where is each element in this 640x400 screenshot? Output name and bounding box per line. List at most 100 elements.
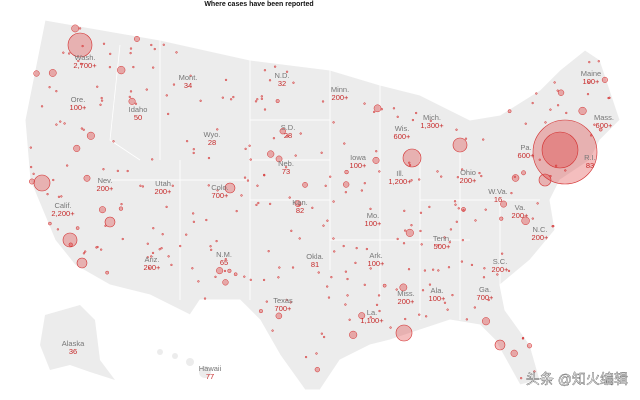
bubble <box>57 195 61 198</box>
bubble <box>165 94 168 97</box>
state-count: 83 <box>586 161 594 170</box>
bubble <box>541 131 579 169</box>
bubble <box>363 182 366 185</box>
bubble <box>62 232 78 248</box>
state-name: Miss. <box>397 289 415 298</box>
bubble <box>158 248 161 251</box>
bubble <box>363 102 366 105</box>
bubble <box>55 123 58 126</box>
bubble <box>262 278 266 282</box>
bubble <box>598 127 603 132</box>
bubble <box>511 174 520 182</box>
bubble <box>533 370 536 373</box>
bubble <box>461 238 465 242</box>
bubble <box>298 203 301 207</box>
bubble <box>473 306 476 309</box>
bubble <box>160 247 163 250</box>
bubble <box>402 148 422 168</box>
state-name: Utah <box>155 179 171 188</box>
bubble <box>207 156 211 160</box>
bubble <box>146 242 149 245</box>
bubble <box>496 273 499 276</box>
us-land <box>24 19 621 391</box>
bubble <box>48 86 51 89</box>
state-name: Mass. <box>594 113 614 122</box>
state-count: 200+ <box>97 184 115 193</box>
bubble <box>462 209 465 212</box>
bubble <box>233 272 238 277</box>
bubble <box>482 276 486 279</box>
bubble <box>32 172 35 175</box>
state-count: 73 <box>282 167 290 176</box>
bubble <box>121 237 124 241</box>
bubble <box>197 280 200 283</box>
bubble <box>481 317 491 326</box>
bubble <box>260 97 264 101</box>
state-name: N.D. <box>275 71 290 80</box>
bubble <box>448 241 451 244</box>
bubble <box>99 206 106 214</box>
state-count: 28 <box>284 131 292 140</box>
state-name: Kan. <box>292 198 307 207</box>
bubble <box>299 132 302 135</box>
bubble <box>192 220 196 223</box>
bubble <box>474 219 477 222</box>
bubble <box>480 174 483 178</box>
state-name: Calif. <box>54 201 71 210</box>
bubble <box>46 192 49 196</box>
bubble <box>332 200 335 203</box>
bubble <box>524 122 527 125</box>
state-name: Neb. <box>278 159 294 168</box>
bubble <box>344 303 347 306</box>
state-count: 16 <box>494 195 502 204</box>
bubble <box>275 312 283 320</box>
bubble <box>215 239 218 243</box>
bubble <box>333 250 336 253</box>
state-count: 600+ <box>518 151 536 160</box>
state-count: 32 <box>278 79 286 88</box>
bubble <box>418 313 421 316</box>
bubble <box>443 236 446 239</box>
bubble <box>84 250 87 253</box>
bubble <box>52 178 55 182</box>
state-name: Ga. <box>479 285 491 294</box>
bubble <box>224 182 236 194</box>
bubble <box>268 79 272 82</box>
bubble <box>499 216 504 221</box>
bubble <box>29 165 33 169</box>
bubble <box>277 276 280 279</box>
bubble <box>317 271 320 274</box>
bubble <box>185 139 189 143</box>
bubble <box>256 184 259 187</box>
bubble <box>304 355 308 359</box>
bubble <box>33 70 40 77</box>
bubble <box>294 154 297 157</box>
bubble <box>191 267 194 270</box>
bubble <box>83 174 91 182</box>
bubble <box>315 352 318 355</box>
bubble <box>465 318 469 321</box>
bubble <box>396 115 399 118</box>
bubble <box>209 245 212 248</box>
bubble <box>255 203 258 207</box>
bubble <box>254 100 258 103</box>
bubble <box>449 228 453 231</box>
bubble <box>372 156 380 164</box>
bubble <box>189 74 192 77</box>
case-bubbles <box>29 24 611 380</box>
state-count: 81 <box>311 260 319 269</box>
bubble <box>267 250 270 253</box>
state-name: Ill. <box>396 169 404 178</box>
state-count: 2,200+ <box>51 209 75 218</box>
bubble <box>289 301 292 304</box>
bubble <box>263 108 267 111</box>
bubble <box>199 99 202 102</box>
bubble <box>587 81 590 84</box>
bubble <box>126 169 129 173</box>
bubble <box>244 147 247 151</box>
bubble <box>549 108 552 111</box>
bubble <box>66 164 69 167</box>
state-count: 500+ <box>434 242 452 251</box>
bubble <box>79 62 83 66</box>
bubble <box>513 175 516 178</box>
